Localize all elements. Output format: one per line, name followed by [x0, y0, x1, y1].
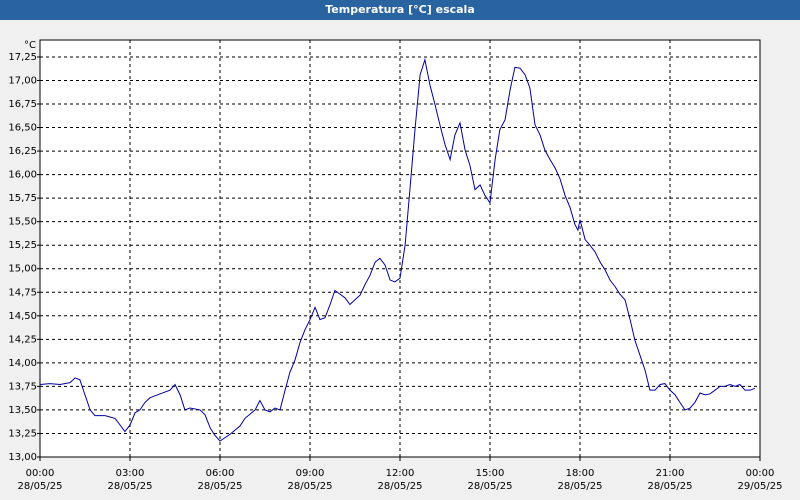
y-tick-label: 14,00 — [8, 358, 37, 369]
y-tick-label: 16,00 — [8, 170, 37, 181]
y-tick-label: 17,25 — [8, 52, 37, 63]
y-tick-label: 14,50 — [8, 311, 37, 322]
x-tick-label: 21:00 28/05/25 — [647, 468, 693, 492]
y-axis-unit: °C — [24, 40, 36, 51]
x-tick-label: 06:00 28/05/25 — [197, 468, 243, 492]
data-line — [39, 57, 756, 442]
y-tick-label: 15,00 — [8, 264, 37, 275]
y-tick-label: 14,25 — [8, 334, 37, 345]
x-tick-label: 09:00 28/05/25 — [287, 468, 333, 492]
plot-area — [40, 40, 760, 457]
y-tick-label: 15,50 — [8, 217, 37, 228]
y-tick-label: 17,00 — [8, 75, 37, 86]
y-tick-label: 16,75 — [8, 99, 37, 110]
x-tick-label: 15:00 28/05/25 — [467, 468, 513, 492]
x-tick-label: 00:00 29/05/25 — [737, 468, 783, 492]
y-tick-label: 13,00 — [8, 452, 37, 463]
x-tick-label: 12:00 28/05/25 — [377, 468, 423, 492]
x-tick-label: 03:00 28/05/25 — [107, 468, 153, 492]
y-tick-label: 14,75 — [8, 287, 37, 298]
y-tick-label: 13,50 — [8, 405, 37, 416]
y-tick-label: 13,25 — [8, 428, 37, 439]
y-tick-label: 16,25 — [8, 146, 37, 157]
y-tick-label: 15,75 — [8, 193, 37, 204]
y-tick-label: 15,25 — [8, 240, 37, 251]
x-tick-label: 18:00 28/05/25 — [557, 468, 603, 492]
x-tick-label: 00:00 28/05/25 — [17, 468, 63, 492]
y-tick-label: 16,50 — [8, 123, 37, 134]
plot-border — [39, 39, 761, 458]
chart-title: Temperatura [°C] escala — [0, 0, 800, 20]
y-tick-label: 13,75 — [8, 381, 37, 392]
